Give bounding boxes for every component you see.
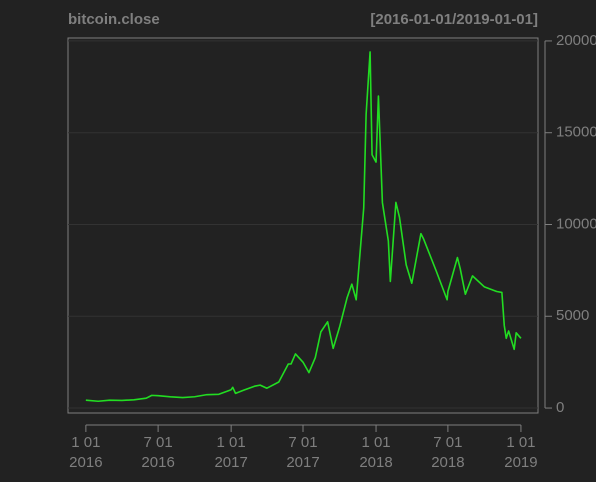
chart-subtitle: [2016-01-01/2019-01-01]: [370, 11, 538, 28]
x-tick-label: 1 01 2017: [214, 434, 247, 471]
chart-title: bitcoin.close: [68, 11, 160, 28]
x-tick-label: 7 01 2016: [141, 434, 174, 471]
y-tick-label: 15000: [556, 124, 596, 141]
x-tick-label: 1 01 2016: [69, 434, 102, 471]
x-tick-label: 1 01 2019: [504, 434, 537, 471]
x-tick-label: 7 01 2018: [431, 434, 464, 471]
x-tick-label: 7 01 2017: [286, 434, 319, 471]
data-line: [85, 51, 522, 403]
x-tick-label: 1 01 2018: [359, 434, 392, 471]
y-tick-label: 10000: [556, 215, 596, 232]
y-tick-label: 20000: [556, 32, 596, 49]
plot-frame: [67, 37, 539, 414]
y-tick-label: 5000: [556, 307, 589, 324]
y-tick-label: 0: [556, 399, 564, 416]
